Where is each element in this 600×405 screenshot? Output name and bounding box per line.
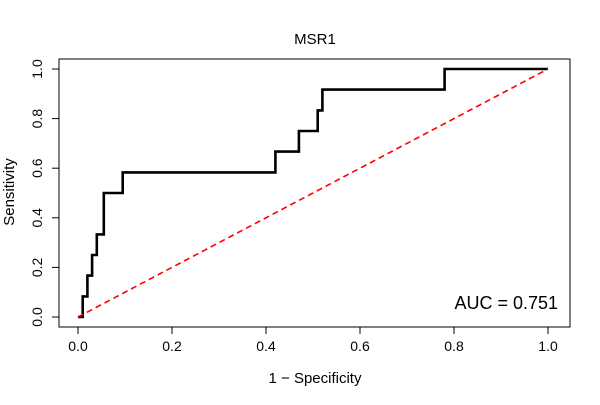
x-tick-label: 0.4 — [256, 338, 276, 354]
x-tick-label: 0.8 — [444, 338, 464, 354]
y-tick-label: 0.4 — [29, 208, 45, 228]
roc-curve-line — [78, 67, 548, 319]
x-tick-label: 0.2 — [162, 338, 182, 354]
y-tick-label: 0.2 — [29, 257, 45, 277]
y-tick-label: 0.0 — [29, 307, 45, 327]
y-axis: 0.0 0.2 0.4 0.6 0.8 1.0 — [29, 59, 60, 327]
y-tick-label: 0.8 — [29, 109, 45, 129]
y-axis-label: Sensitivity — [1, 158, 18, 226]
x-axis: 0.0 0.2 0.4 0.6 0.8 1.0 — [68, 326, 558, 354]
auc-annotation: AUC = 0.751 — [454, 293, 558, 313]
x-tick-label: 0.0 — [68, 338, 88, 354]
series-layer — [77, 67, 549, 319]
y-tick-label: 1.0 — [29, 59, 45, 79]
x-axis-label: 1 − Specificity — [269, 370, 362, 387]
x-tick-label: 0.6 — [350, 338, 370, 354]
chart-title: MSR1 — [294, 31, 336, 48]
x-tick-label: 1.0 — [538, 338, 558, 354]
reference-diagonal-line — [77, 68, 549, 318]
y-tick-label: 0.6 — [29, 158, 45, 178]
